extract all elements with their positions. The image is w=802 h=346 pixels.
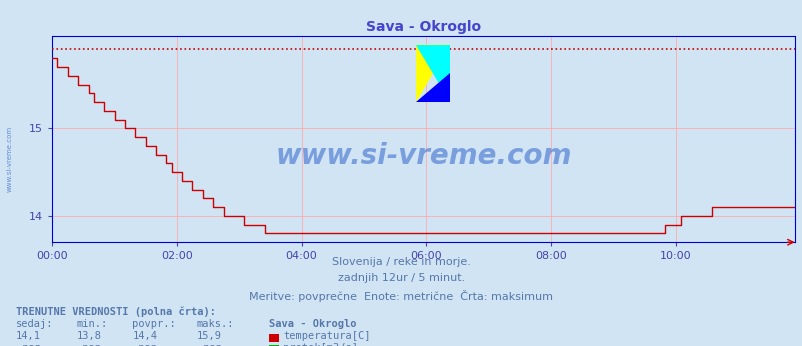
Text: Sava - Okroglo: Sava - Okroglo	[269, 319, 356, 329]
Text: www.si-vreme.com: www.si-vreme.com	[6, 126, 13, 192]
Text: 14,4: 14,4	[132, 331, 157, 341]
Text: Meritve: povprečne  Enote: metrične  Črta: maksimum: Meritve: povprečne Enote: metrične Črta:…	[249, 290, 553, 302]
Text: sedaj:: sedaj:	[16, 319, 54, 329]
Text: 15,9: 15,9	[196, 331, 221, 341]
Text: -nan: -nan	[16, 343, 41, 346]
Text: TRENUTNE VREDNOSTI (polna črta):: TRENUTNE VREDNOSTI (polna črta):	[16, 306, 216, 317]
Text: maks.:: maks.:	[196, 319, 234, 329]
Text: -nan: -nan	[196, 343, 221, 346]
Text: Slovenija / reke in morje.: Slovenija / reke in morje.	[332, 257, 470, 267]
Text: min.:: min.:	[76, 319, 107, 329]
Text: povpr.:: povpr.:	[132, 319, 176, 329]
Text: 13,8: 13,8	[76, 331, 101, 341]
Title: Sava - Okroglo: Sava - Okroglo	[366, 20, 480, 34]
Polygon shape	[415, 73, 449, 102]
Text: temperatura[C]: temperatura[C]	[283, 331, 371, 341]
Text: -nan: -nan	[132, 343, 157, 346]
Text: zadnjih 12ur / 5 minut.: zadnjih 12ur / 5 minut.	[338, 273, 464, 283]
Polygon shape	[415, 45, 449, 102]
Polygon shape	[415, 45, 449, 102]
Text: 14,1: 14,1	[16, 331, 41, 341]
Text: pretok[m3/s]: pretok[m3/s]	[283, 343, 358, 346]
Text: www.si-vreme.com: www.si-vreme.com	[275, 142, 571, 170]
Text: -nan: -nan	[76, 343, 101, 346]
